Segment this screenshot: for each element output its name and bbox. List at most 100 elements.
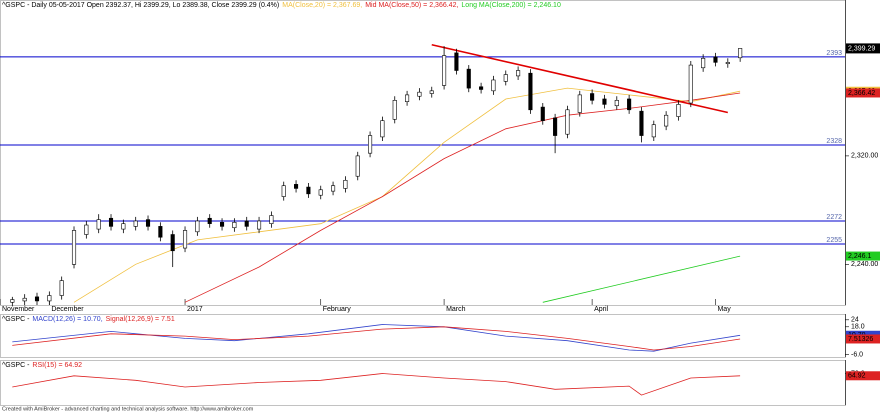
candle-body: [429, 90, 434, 94]
candle-body: [701, 57, 706, 69]
candle-body: [145, 219, 151, 227]
candle-body: [108, 217, 114, 227]
candle-body: [639, 110, 644, 136]
legend-entry: Long MA(Close,200) = 2,246.10: [461, 2, 561, 9]
candle-body: [219, 222, 225, 227]
candle-body: [417, 91, 422, 97]
candle-body: [355, 155, 360, 177]
candle-body: [614, 100, 619, 107]
indicator-line: [12, 373, 741, 396]
candle-body: [343, 179, 348, 189]
panel-header: ^GSPC - MACD(12,26) = 10.70, Signal(12,26,…: [2, 316, 175, 323]
candle-body: [121, 223, 126, 230]
candle-body: [34, 296, 40, 302]
candle-body: [170, 234, 175, 252]
panel-title: ^GSPC -: [2, 316, 30, 323]
candle-body: [688, 64, 693, 104]
candle-body: [47, 295, 52, 302]
candle-body: [651, 124, 656, 138]
candle-body: [454, 52, 459, 71]
x-tick-label: November: [2, 306, 35, 313]
candle-body: [368, 135, 373, 154]
y-tick-label: 18.0: [851, 324, 865, 331]
candle-body: [158, 226, 163, 238]
x-tick-label: February: [323, 306, 352, 313]
legend-entry: MA(Close,20) = 2,367.69,: [282, 2, 362, 9]
candle-body: [664, 114, 669, 127]
candle-body: [318, 189, 323, 196]
candle-body: [244, 220, 249, 227]
candle-body: [84, 224, 89, 235]
candle-body: [627, 98, 632, 111]
indicator-line: [12, 326, 741, 351]
y-tick-label: 2,320.00: [851, 153, 878, 160]
candle-body: [22, 297, 27, 302]
y-tick-label: 2,240.00: [851, 261, 878, 268]
x-tick-label: March: [446, 306, 466, 313]
candle-body: [257, 220, 262, 230]
last-price-box: [846, 43, 880, 54]
value-label-box: [846, 334, 880, 344]
candle-body: [10, 299, 15, 303]
candle-body: [479, 86, 484, 90]
value-label-box: [846, 88, 880, 98]
candle-body: [281, 185, 286, 197]
candle-body: [466, 68, 471, 89]
value-label-box: [846, 251, 880, 261]
value-label: 64.92: [848, 373, 866, 380]
y-tick-label: -6.0: [851, 352, 863, 359]
candle-body: [725, 62, 730, 65]
x-tick-label: December: [51, 306, 84, 313]
legend-entry: MACD(12,26) = 10.70,: [32, 316, 102, 323]
candle-body: [528, 72, 533, 111]
candle-body: [331, 185, 336, 192]
level-label: 2393: [826, 50, 842, 57]
candle-body: [207, 217, 212, 224]
candle-body: [96, 219, 101, 230]
candle-body: [294, 184, 299, 189]
indicator-line: [184, 92, 741, 303]
x-tick-label: 2017: [187, 306, 203, 313]
indicator-line: [73, 87, 741, 303]
candle-body: [602, 98, 607, 105]
candle-body: [71, 230, 77, 265]
legend-entry: Mid MA(Close,50) = 2,366.42,: [365, 2, 458, 9]
candle-body: [491, 79, 496, 92]
candle-body: [133, 220, 138, 227]
candle-body: [540, 106, 545, 121]
level-label: 2255: [826, 237, 842, 244]
candle-body: [442, 55, 447, 86]
value-label-box: [846, 371, 880, 381]
legend-entry: RSI(15) = 64.92: [32, 362, 82, 369]
candle-body: [565, 109, 570, 135]
footer: Created with AmiBroker - advanced charti…: [2, 406, 254, 412]
level-label: 2272: [826, 214, 842, 221]
candle-body: [232, 222, 237, 229]
panel-header: ^GSPC - RSI(15) = 64.92: [2, 362, 82, 369]
x-tick-label: May: [717, 306, 731, 313]
candle-body: [713, 56, 718, 63]
value-label: 2,366.42: [848, 90, 875, 97]
candle-body: [380, 120, 385, 138]
candle-body: [306, 186, 311, 195]
last-price-label: 2,399.29: [848, 45, 875, 52]
candle-body: [392, 100, 397, 120]
candle-body: [195, 220, 200, 233]
candle-body: [553, 117, 558, 136]
candle-body: [577, 94, 582, 113]
candle-body: [182, 230, 188, 249]
candle-body: [269, 215, 274, 224]
indicator-line: [542, 255, 741, 303]
y-tick-label: 24: [851, 317, 859, 324]
candle-body: [516, 70, 521, 77]
panel-title: ^GSPC - Daily 05-05-2017 Open 2392.37, H…: [2, 2, 279, 9]
candle-body: [590, 93, 595, 101]
candle-body: [405, 94, 410, 102]
candle-body: [503, 74, 508, 82]
level-label: 2328: [826, 138, 842, 145]
value-label: 7.51326: [848, 336, 873, 343]
panel-title: ^GSPC -: [2, 362, 30, 369]
candle-body: [59, 280, 64, 296]
legend-entry: Signal(12,26,9) = 7.51: [106, 316, 175, 323]
